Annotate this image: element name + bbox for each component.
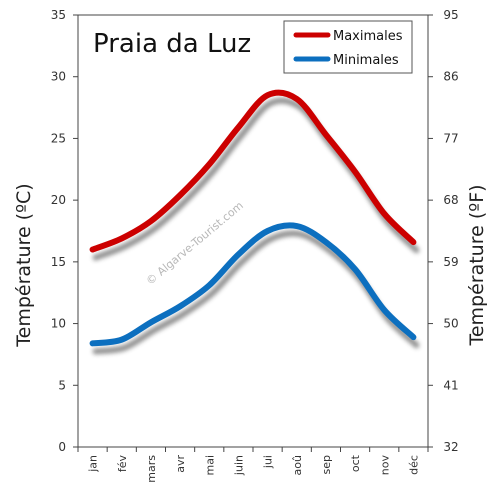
x-tick-label: mai <box>203 455 216 476</box>
y-axis-right-title: Température (ºF) <box>466 184 488 346</box>
x-tick-label: oct <box>349 454 362 472</box>
x-tick-label: aoû <box>291 455 304 475</box>
legend-label-maximales: Maximales <box>333 29 403 44</box>
y-tick-label-left: 10 <box>51 317 66 331</box>
y-tick-label-right: 41 <box>443 378 458 392</box>
y-tick-label-left: 30 <box>51 70 66 84</box>
x-tick-label: juin <box>232 455 245 476</box>
y-axis-left-title: Température (ºC) <box>13 183 35 347</box>
y-tick-label-right: 59 <box>443 255 458 269</box>
legend-label-minimales: Minimales <box>333 53 399 68</box>
legend-box <box>283 20 413 74</box>
title-background <box>86 22 254 62</box>
y-tick-label-right: 86 <box>443 70 458 84</box>
y-tick-label-right: 95 <box>443 8 458 22</box>
x-tick-label: mars <box>145 455 158 483</box>
y-tick-label-left: 35 <box>51 8 66 22</box>
series-line-maximales <box>89 89 417 253</box>
y-tick-label-left: 15 <box>51 255 66 269</box>
x-tick-label: fév <box>116 455 129 473</box>
x-tick-label: jui <box>262 455 275 469</box>
x-axis: jan fév mars avr mai juin jui aoû sep oct nov déc <box>77 447 429 483</box>
legend: Maximales Minimales <box>283 20 413 74</box>
y-axis-right: 32 41 50 59 68 77 86 95 <box>428 8 459 454</box>
chart-title: Praia da Luz <box>93 29 251 59</box>
series-shadow-maximales <box>92 97 420 261</box>
y-tick-label-right: 32 <box>443 440 458 454</box>
x-tick-label: avr <box>174 455 187 473</box>
series-layer <box>89 89 420 355</box>
y-tick-label-left: 20 <box>51 193 66 207</box>
x-tick-label: sep <box>320 455 333 474</box>
y-axis-left: 0 5 10 15 20 25 30 35 <box>51 8 78 454</box>
y-tick-label-right: 68 <box>443 193 458 207</box>
series-line-minimales <box>89 222 417 347</box>
x-tick-label: déc <box>407 455 420 475</box>
y-tick-label-right: 77 <box>443 131 458 145</box>
y-tick-label-left: 0 <box>58 440 66 454</box>
y-tick-label-left: 25 <box>51 131 66 145</box>
y-tick-label-right: 50 <box>443 317 458 331</box>
x-tick-label: nov <box>378 455 391 476</box>
x-tick-label: jan <box>87 455 100 473</box>
y-tick-label-left: 5 <box>58 378 66 392</box>
